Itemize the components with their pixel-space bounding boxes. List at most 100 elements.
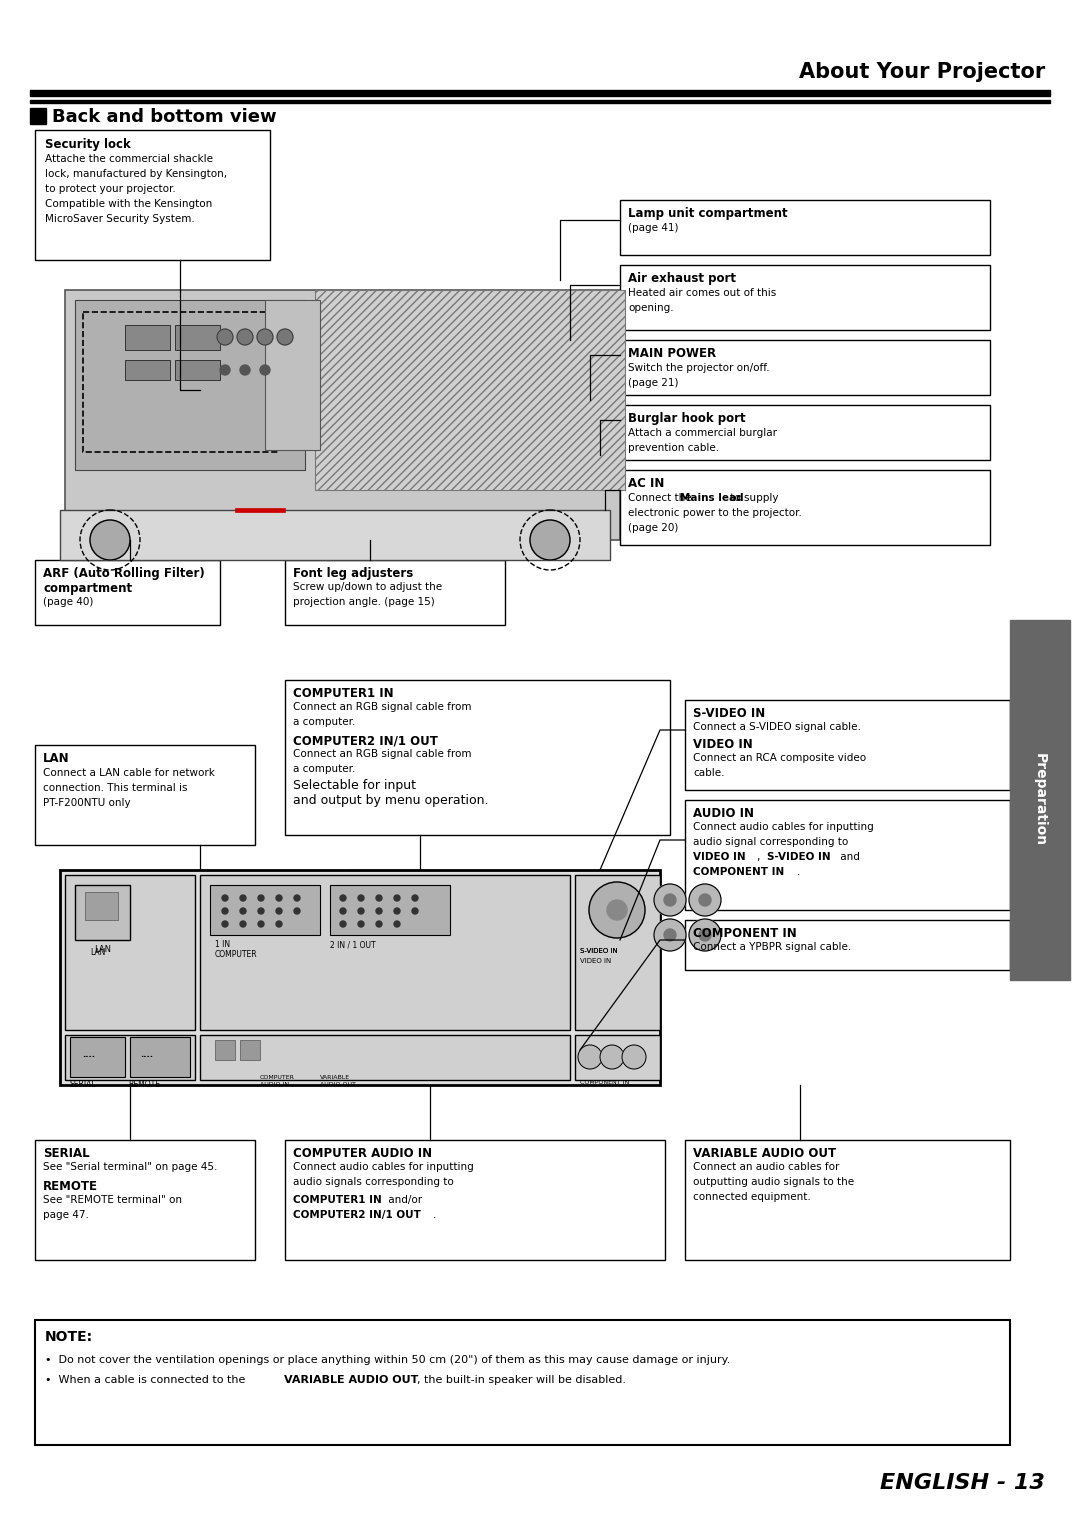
Circle shape: [217, 329, 233, 345]
Text: (page 20): (page 20): [627, 523, 678, 533]
Text: Connect an audio cables for: Connect an audio cables for: [693, 1161, 839, 1172]
Text: Connect the: Connect the: [627, 494, 694, 503]
Circle shape: [376, 908, 382, 914]
Circle shape: [340, 921, 346, 927]
Circle shape: [276, 895, 282, 902]
Text: SERIAL: SERIAL: [70, 1080, 96, 1089]
Text: and: and: [837, 853, 860, 862]
Text: COMPUTER1 IN: COMPUTER1 IN: [293, 688, 393, 700]
Circle shape: [240, 908, 246, 914]
Text: LAN: LAN: [90, 947, 106, 957]
Text: COMPONENT IN: COMPONENT IN: [693, 866, 784, 877]
Text: VARIABLE: VARIABLE: [320, 1076, 350, 1080]
Text: COMPONENT IN: COMPONENT IN: [580, 1080, 630, 1085]
Bar: [30, 90, 1050, 96]
Text: S-VIDEO IN: S-VIDEO IN: [580, 947, 618, 953]
Circle shape: [394, 895, 400, 902]
Bar: [125, 361, 170, 380]
Text: See "REMOTE terminal" on: See "REMOTE terminal" on: [43, 1195, 183, 1206]
Text: connection. This terminal is: connection. This terminal is: [43, 782, 188, 793]
Bar: [210, 885, 320, 935]
Bar: [35, 559, 220, 625]
Circle shape: [699, 929, 711, 941]
Text: compartment: compartment: [43, 582, 132, 594]
Bar: [35, 1140, 255, 1261]
Circle shape: [357, 908, 364, 914]
Circle shape: [258, 921, 264, 927]
Text: VIDEO IN: VIDEO IN: [580, 958, 611, 964]
Bar: [65, 876, 195, 1030]
Circle shape: [276, 908, 282, 914]
Circle shape: [607, 900, 627, 920]
Bar: [620, 471, 990, 545]
Text: Connect an RGB signal cable from: Connect an RGB signal cable from: [293, 701, 472, 712]
Circle shape: [240, 365, 249, 374]
Circle shape: [394, 921, 400, 927]
Bar: [175, 325, 220, 350]
Circle shape: [294, 908, 300, 914]
Text: COMPUTER: COMPUTER: [215, 950, 258, 960]
Text: NOTE:: NOTE:: [45, 1329, 93, 1345]
Text: connected equipment.: connected equipment.: [693, 1192, 811, 1203]
Bar: [75, 885, 130, 940]
Text: .: .: [797, 866, 800, 877]
Text: COMPUTER: COMPUTER: [260, 1076, 295, 1080]
Circle shape: [578, 1045, 602, 1070]
Circle shape: [600, 1045, 624, 1070]
Circle shape: [237, 329, 253, 345]
Circle shape: [276, 921, 282, 927]
Text: Selectable for input: Selectable for input: [293, 779, 416, 792]
Circle shape: [258, 908, 264, 914]
Bar: [265, 299, 320, 451]
Text: COMPUTER2 IN/1 OUT: COMPUTER2 IN/1 OUT: [293, 733, 437, 747]
Text: VIDEO IN: VIDEO IN: [693, 738, 753, 750]
Bar: [330, 885, 450, 935]
Bar: [685, 801, 1010, 911]
Bar: [285, 559, 505, 625]
Text: Screw up/down to adjust the: Screw up/down to adjust the: [293, 582, 442, 591]
Text: (page 40): (page 40): [43, 597, 93, 607]
Circle shape: [699, 894, 711, 906]
Bar: [685, 920, 1010, 970]
Text: Connect audio cables for inputting: Connect audio cables for inputting: [693, 822, 874, 833]
Bar: [130, 1038, 190, 1077]
Bar: [125, 325, 170, 350]
Circle shape: [90, 520, 130, 559]
Text: AUDIO IN: AUDIO IN: [260, 1082, 289, 1086]
Text: Burglar hook port: Burglar hook port: [627, 413, 745, 425]
Bar: [65, 1034, 195, 1080]
Text: PT-F200NTU only: PT-F200NTU only: [43, 798, 131, 808]
Circle shape: [340, 908, 346, 914]
Circle shape: [622, 1045, 646, 1070]
Text: Attach a commercial burglar: Attach a commercial burglar: [627, 428, 777, 439]
Bar: [30, 108, 46, 124]
Text: cable.: cable.: [693, 769, 725, 778]
Text: VIDEO IN: VIDEO IN: [693, 853, 745, 862]
Text: S-VIDEO IN: S-VIDEO IN: [580, 947, 618, 953]
Text: S-VIDEO IN: S-VIDEO IN: [693, 707, 766, 720]
Bar: [575, 1034, 660, 1080]
Bar: [215, 1041, 235, 1060]
Text: •  Do not cover the ventilation openings or place anything within 50 cm (20") of: • Do not cover the ventilation openings …: [45, 1355, 730, 1365]
Bar: [620, 200, 990, 255]
Circle shape: [689, 885, 721, 915]
Text: LAN: LAN: [43, 752, 69, 766]
Text: Compatible with the Kensington: Compatible with the Kensington: [45, 199, 213, 209]
Bar: [285, 680, 670, 834]
Circle shape: [294, 895, 300, 902]
Circle shape: [240, 895, 246, 902]
Bar: [620, 264, 990, 330]
Text: COMPUTER1 IN: COMPUTER1 IN: [293, 1195, 381, 1206]
Text: Font leg adjusters: Font leg adjusters: [293, 567, 414, 581]
Bar: [620, 341, 990, 396]
Text: COMPUTER AUDIO IN: COMPUTER AUDIO IN: [293, 1148, 432, 1160]
Text: COMPONENT IN: COMPONENT IN: [693, 927, 797, 940]
Text: audio signals corresponding to: audio signals corresponding to: [293, 1177, 454, 1187]
Text: MicroSaver Security System.: MicroSaver Security System.: [45, 214, 194, 225]
Text: a computer.: a computer.: [293, 717, 355, 727]
Text: Attache the commercial shackle: Attache the commercial shackle: [45, 154, 213, 163]
Text: electronic power to the projector.: electronic power to the projector.: [627, 507, 801, 518]
Text: opening.: opening.: [627, 303, 674, 313]
Text: AUDIO OUT: AUDIO OUT: [320, 1082, 356, 1086]
Text: •  When a cable is connected to the: • When a cable is connected to the: [45, 1375, 248, 1384]
